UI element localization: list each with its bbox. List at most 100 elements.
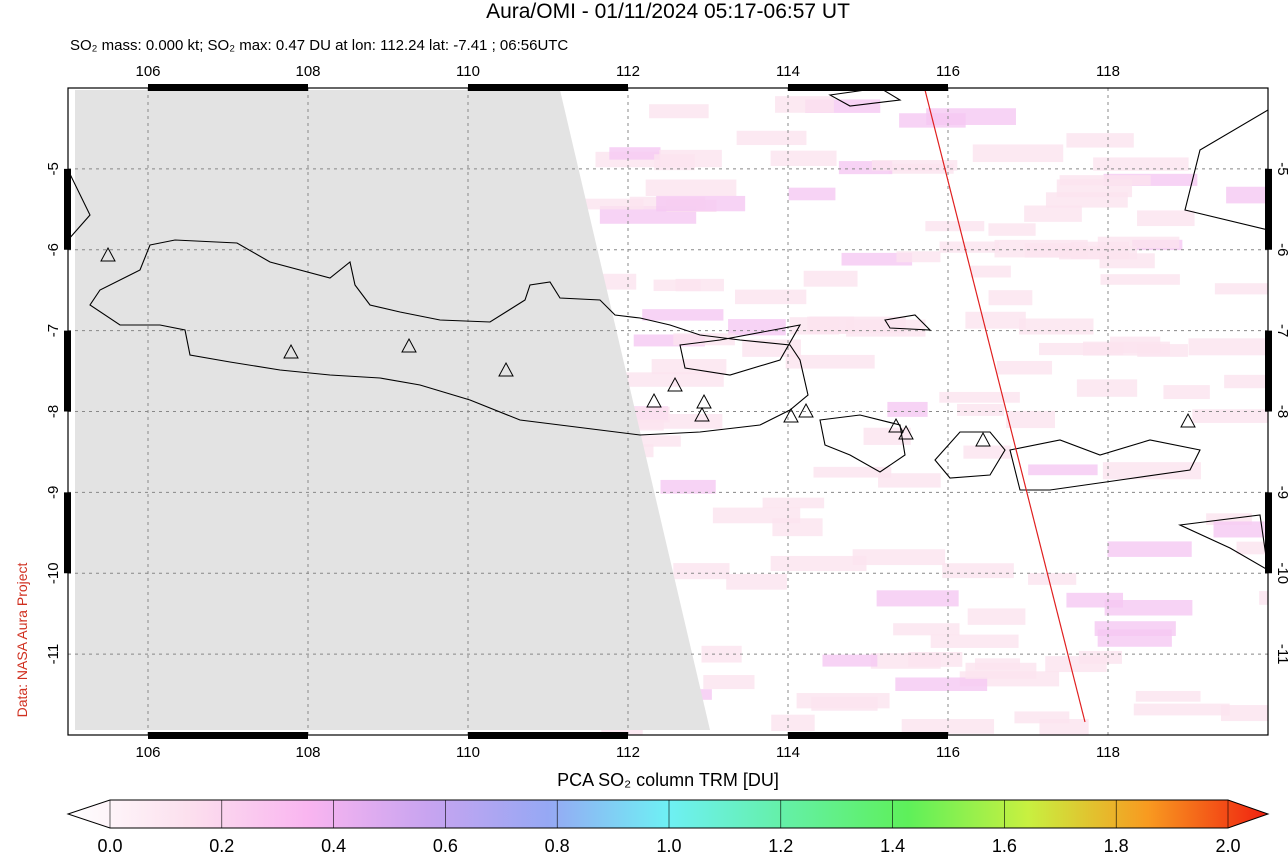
swath-pixel <box>1214 283 1268 295</box>
x-tick-label: 108 <box>295 744 320 761</box>
swath-pixel <box>788 187 836 201</box>
swath-pixel <box>1094 621 1176 636</box>
swath-pixel <box>939 391 1020 403</box>
swath-pixel <box>1224 374 1268 389</box>
coastline <box>819 414 906 473</box>
swath-pixel <box>1226 186 1268 204</box>
swath-pixel <box>988 290 1033 306</box>
swath-pixel <box>656 195 746 212</box>
colorbar-tick-label: 0.4 <box>321 836 346 855</box>
swath-pixel <box>1110 336 1161 353</box>
swath-pixel <box>726 574 787 590</box>
swath-pixel <box>762 497 825 509</box>
swath-pixel <box>742 339 801 357</box>
swath-pixel <box>1014 711 1070 724</box>
swath-pixel <box>770 150 837 166</box>
y-tick-label: -8 <box>45 405 62 418</box>
title: Aura/OMI - 01/11/2024 05:17-06:57 UT <box>486 0 850 23</box>
coastline <box>884 314 932 331</box>
colorbar-tick-label: 2.0 <box>1215 836 1240 855</box>
swath-pixel <box>775 96 834 113</box>
colorbar-ticks: 0.0 0.2 0.4 0.6 0.8 1.0 1.2 1.4 1.6 1.8 2.0 <box>97 800 1241 856</box>
y-tick-label: -7 <box>1274 324 1288 337</box>
volcano <box>888 417 904 433</box>
swath-pixel <box>1135 690 1201 702</box>
coastline <box>89 239 809 436</box>
swath-pixel <box>1259 591 1268 605</box>
swath-pixel <box>1006 410 1056 429</box>
swath-pixel <box>712 507 801 524</box>
swath-pixel <box>1024 205 1082 222</box>
frame-bar <box>148 732 308 739</box>
y-tick-label: -6 <box>45 243 62 256</box>
swath-pixel <box>770 555 867 572</box>
swath-pixel <box>1059 246 1138 260</box>
swath-pixel <box>846 319 926 337</box>
swath-pixel <box>893 623 960 636</box>
swath-pixel <box>796 693 890 709</box>
y-tick-label: -11 <box>45 644 62 665</box>
orbit-track <box>924 89 1086 723</box>
swath-pixel <box>895 677 988 691</box>
swath-pixel <box>675 278 724 292</box>
x-tick-label: 106 <box>135 63 160 80</box>
subtitle: SO₂ mass: 0.000 kt; SO₂ max: 0.47 DU at … <box>70 37 568 54</box>
swath-pixel <box>1066 133 1134 148</box>
volcano <box>401 337 417 353</box>
volcanoes <box>100 246 1196 447</box>
volcano <box>100 246 116 262</box>
swath-pixel <box>957 403 1004 416</box>
x-tick-label: 110 <box>456 744 480 761</box>
swath-pixel <box>566 198 644 210</box>
frame-bar <box>148 84 308 91</box>
swath-pixel <box>1188 338 1268 356</box>
frame-bar <box>788 732 948 739</box>
x-tick-label: 114 <box>776 63 800 80</box>
swath-pixel <box>649 104 709 119</box>
swath-pixel <box>1192 409 1268 423</box>
colorbar-label: PCA SO₂ column TRM [DU] <box>557 770 779 790</box>
swath-pixel <box>1097 236 1180 249</box>
frame-bar <box>1265 330 1272 412</box>
swath-pixel <box>660 479 716 494</box>
colorbar-tick-label: 1.6 <box>992 836 1017 855</box>
swath-pixel <box>1104 599 1193 616</box>
swath-pixel <box>1100 274 1180 285</box>
frame-bar <box>64 330 71 412</box>
swath-pixel <box>939 241 1000 253</box>
swath-pixel <box>970 265 1011 278</box>
colorbar-tick-label: 1.4 <box>880 836 905 855</box>
frame-bar <box>1265 492 1272 574</box>
x-tick-label: 116 <box>936 63 960 80</box>
frame-bar <box>468 732 628 739</box>
coastline <box>679 324 802 376</box>
swath-pixel <box>1018 318 1094 335</box>
swath-pixel <box>673 333 735 346</box>
y-tick-label: -10 <box>1274 562 1288 584</box>
swath-pixel <box>1102 462 1201 480</box>
colorbar-tick-label: 0.6 <box>433 836 458 855</box>
colorbar <box>66 799 1270 829</box>
x-tick-label: 118 <box>1096 63 1120 80</box>
swath-pixel <box>1137 210 1195 227</box>
volcano <box>646 392 662 408</box>
y-tick-label: -8 <box>1274 405 1288 418</box>
swath-pixel <box>972 144 1064 163</box>
y-tick-label: -9 <box>45 486 62 499</box>
swath-pixel <box>1213 521 1265 538</box>
y-tick-label: -6 <box>1274 243 1288 256</box>
frame-bar <box>1265 168 1272 250</box>
volcano <box>667 376 683 392</box>
x-tick-label: 110 <box>456 63 480 80</box>
swath-pixel <box>651 359 727 375</box>
swath-pixel <box>822 654 878 667</box>
volcano <box>696 393 712 409</box>
y-tick-label: -11 <box>1274 644 1288 665</box>
coastline <box>68 169 91 241</box>
swath-pixel <box>887 401 928 417</box>
frame-bar <box>64 168 71 250</box>
swath-pixel <box>896 251 941 263</box>
swath-pixel <box>852 549 946 566</box>
volcano <box>975 431 991 447</box>
